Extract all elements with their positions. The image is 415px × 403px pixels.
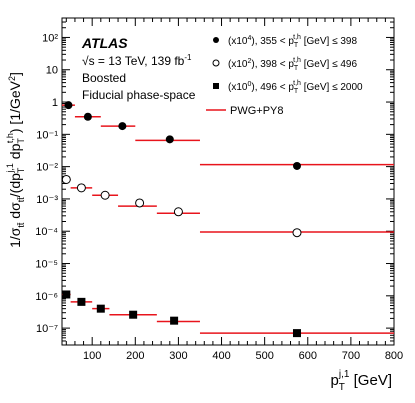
data-point-s3 [129, 310, 138, 319]
data-point-s2 [61, 174, 71, 184]
x-tick-label: 300 [169, 350, 187, 362]
experiment-label: ATLAS [81, 35, 128, 51]
data-point-s2 [76, 183, 86, 193]
legend-marker-series-3 [213, 83, 219, 89]
x-tick-label: 100 [83, 350, 101, 362]
x-axis-ticks: 100 200 300 400 500 600 700 800 [65, 18, 403, 362]
data-point-s1 [292, 161, 301, 170]
x-tick-label: 200 [126, 350, 144, 362]
data-point-s3 [62, 290, 71, 299]
data-point-s1 [64, 101, 73, 110]
x-axis-label: pTj,1 [GeV] [330, 369, 392, 393]
data-point-s2 [292, 228, 302, 238]
data-point-s2 [100, 190, 110, 200]
legend-marker-series-2 [212, 59, 220, 67]
y-tick-label: 10⁻⁷ [36, 323, 58, 335]
energy-label: √s = 13 TeV, 139 fb-1 [82, 53, 192, 68]
legend-label-series-1: (x104), 355 < pTt,h [GeV] ≤ 398 [228, 34, 357, 49]
x-tick-label: 500 [255, 350, 273, 362]
x-tick-label: 800 [385, 350, 403, 362]
plot-frame [61, 17, 395, 346]
phase-space-label: Fiducial phase-space [82, 88, 196, 102]
legend-label-series-3: (x100), 496 < pTt,h [GeV] ≤ 2000 [228, 80, 363, 95]
legend-marker-series-1 [213, 37, 219, 43]
theory-lines [62, 104, 394, 334]
legend-label-series-2: (x102), 398 < pTt,h [GeV] ≤ 496 [228, 57, 357, 72]
y-tick-label: 1 [52, 97, 58, 109]
x-tick-label: 700 [342, 350, 360, 362]
data-point-s1 [118, 122, 127, 131]
y-tick-label: 10 [46, 65, 58, 77]
y-tick-label: 10² [42, 32, 58, 44]
y-tick-label: 10⁻⁵ [35, 259, 58, 271]
data-point-s1 [165, 135, 174, 144]
legend-label-theory: PWG+PY8 [230, 105, 284, 117]
data-point-s2 [173, 207, 183, 217]
y-tick-label: 10⁻¹ [36, 129, 58, 141]
y-axis-label: 1/σtt̄ dσtt̄/(dpTj,1 dpTt,h) [1/GeV2] [5, 72, 26, 248]
data-point-s1 [83, 112, 92, 121]
data-point-s3 [292, 329, 301, 338]
y-tick-label: 10⁻⁴ [35, 226, 58, 238]
y-tick-label: 10⁻³ [36, 194, 58, 206]
legend: (x104), 355 < pTt,h [GeV] ≤ 398 (x102), … [206, 34, 363, 117]
y-tick-label: 10⁻² [36, 162, 58, 174]
data-point-s3 [170, 316, 179, 325]
y-tick-label: 10⁻⁶ [35, 291, 58, 303]
x-tick-label: 400 [212, 350, 230, 362]
data-point-s2 [135, 198, 145, 208]
x-tick-label: 600 [299, 350, 317, 362]
data-point-s3 [96, 304, 105, 313]
data-point-s3 [77, 297, 86, 306]
regime-label: Boosted [82, 71, 126, 85]
data-markers [61, 101, 302, 338]
